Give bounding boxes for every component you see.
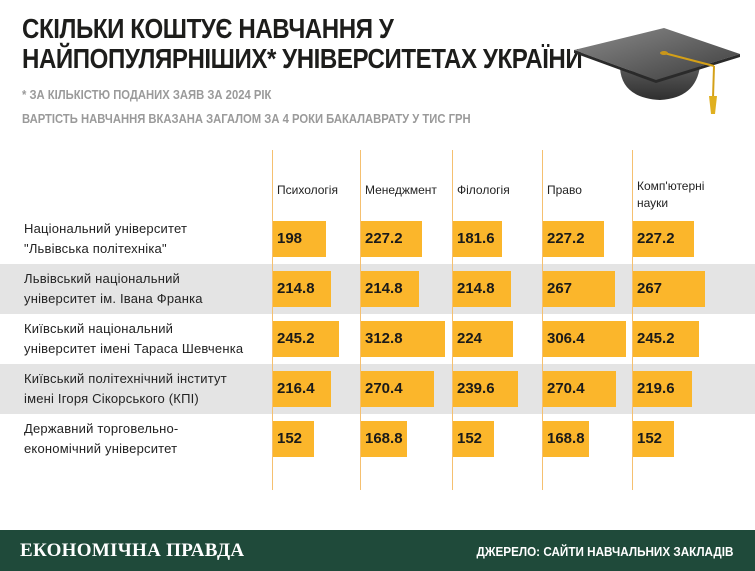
data-label: 224 [457, 330, 483, 347]
data-label: 216.4 [277, 380, 315, 397]
column-header: Право [547, 183, 582, 197]
source-note: ДЖЕРЕЛО: САЙТИ НАВЧАЛЬНИХ ЗАКЛАДІВ [476, 544, 733, 559]
bar [633, 321, 699, 357]
bar [543, 221, 604, 257]
data-label: 152 [457, 430, 483, 447]
data-label: 214.8 [277, 280, 315, 297]
data-label: 245.2 [277, 330, 315, 347]
university-name: Державний торговельно-економічний універ… [24, 419, 274, 459]
data-label: 198 [277, 230, 303, 247]
data-label: 267 [637, 280, 663, 297]
data-label: 168.8 [547, 430, 585, 447]
bar [543, 421, 589, 457]
bar [453, 321, 513, 357]
column-gridline [452, 150, 453, 490]
column-gridline [632, 150, 633, 490]
data-label: 214.8 [457, 280, 495, 297]
data-label: 312.8 [365, 330, 403, 347]
university-name-line: університет імені Тараса Шевченка [24, 341, 244, 356]
footnote: * ЗА КІЛЬКІСТЮ ПОДАНИХ ЗАЯВ ЗА 2024 РІК [22, 88, 272, 102]
data-label: 239.6 [457, 380, 495, 397]
footer-bar [0, 530, 755, 571]
data-label: 267 [547, 280, 573, 297]
data-label: 227.2 [547, 230, 585, 247]
data-label: 270.4 [365, 380, 403, 397]
bar [543, 271, 615, 307]
data-label: 181.6 [457, 230, 495, 247]
data-label: 152 [637, 430, 663, 447]
column-header: Комп'ютерні науки [637, 179, 705, 210]
bar [633, 271, 705, 307]
university-name: Київський національний університет імені … [24, 319, 274, 359]
data-label: 214.8 [365, 280, 403, 297]
data-label: 152 [277, 430, 303, 447]
bar [361, 321, 445, 357]
university-name-line: Національний університет [24, 221, 188, 236]
data-label: 270.4 [547, 380, 585, 397]
brand-logo: ЕКОНОМІЧНА ПРАВДА [20, 540, 245, 561]
bar [273, 421, 314, 457]
column-header: Менеджмент [365, 183, 437, 197]
column-header: Психологія [277, 183, 338, 197]
bar [361, 421, 407, 457]
bar [633, 371, 692, 407]
university-name-line: університет ім. Івана Франка [24, 291, 203, 306]
bar [453, 421, 494, 457]
data-label: 227.2 [365, 230, 403, 247]
data-label: 219.6 [637, 380, 675, 397]
column-header: Філологія [457, 183, 510, 197]
university-name: Львівський національний університет ім. І… [24, 269, 274, 309]
university-name-line: Львівський національний [24, 271, 180, 286]
bar [633, 421, 674, 457]
bar [273, 271, 331, 307]
data-label: 306.4 [547, 330, 585, 347]
column-gridline [272, 150, 273, 490]
bar [633, 221, 694, 257]
university-name-line: економічний університет [24, 441, 178, 456]
title-line-2: НАЙПОПУЛЯРНІШИХ* УНІВЕРСИТЕТАХ УКРАЇНИ [22, 43, 583, 74]
university-name-line: Державний торговельно- [24, 421, 179, 436]
university-name-line: Київський національний [24, 321, 174, 336]
data-label: 227.2 [637, 230, 675, 247]
bar [543, 371, 616, 407]
subtitle: ВАРТІСТЬ НАВЧАННЯ ВКАЗАНА ЗАГАЛОМ ЗА 4 Р… [22, 112, 471, 126]
bar [273, 371, 331, 407]
bar [543, 321, 626, 357]
title-line-1: СКІЛЬКИ КОШТУЄ НАВЧАННЯ У [22, 13, 394, 44]
bar [361, 221, 422, 257]
bar [273, 221, 326, 257]
university-name-line: "Львівська політехніка" [24, 241, 167, 256]
university-name: Національний університет "Львівська політ… [24, 219, 274, 259]
bar [361, 271, 419, 307]
data-label: 245.2 [637, 330, 675, 347]
column-gridline [360, 150, 361, 490]
column-gridline [542, 150, 543, 490]
university-name: Київський політехнічний інститут імені Іг… [24, 369, 274, 409]
bar [453, 221, 502, 257]
bar [453, 271, 511, 307]
bar [273, 321, 339, 357]
page-title: СКІЛЬКИ КОШТУЄ НАВЧАННЯ У НАЙПОПУЛЯРНІШИ… [22, 13, 583, 74]
data-label: 168.8 [365, 430, 403, 447]
bar [361, 371, 434, 407]
bar [453, 371, 518, 407]
university-name-line: імені Ігоря Сікорського (КПІ) [24, 391, 199, 406]
university-name-line: Київський політехнічний інститут [24, 371, 227, 386]
graduation-cap-icon [574, 28, 740, 114]
